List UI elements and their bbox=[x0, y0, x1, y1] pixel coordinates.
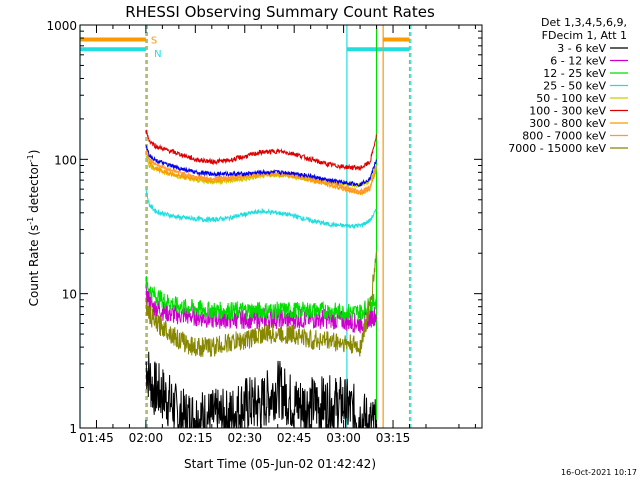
series-line-0 bbox=[145, 351, 377, 429]
legend-label-7: 800 - 7000 keV bbox=[522, 130, 606, 143]
x-tick-label-4: 02:45 bbox=[277, 431, 312, 445]
bar-label-1: N bbox=[154, 49, 161, 60]
x-axis-label: Start Time (05-Jun-02 01:42:42) bbox=[184, 457, 376, 471]
y-axis-label-mid: detector bbox=[27, 162, 41, 217]
y-axis-label-sup1: -1 bbox=[26, 217, 35, 225]
bar-label-0: S bbox=[151, 35, 157, 46]
x-tick-label-6: 03:15 bbox=[376, 431, 411, 445]
legend-label-8: 7000 - 15000 keV bbox=[508, 142, 606, 155]
y-tick-label-2: 100 bbox=[54, 153, 77, 167]
legend-header-line-2: FDecim 1, Att 1 bbox=[542, 29, 627, 42]
generation-timestamp: 16-Oct-2021 10:17 bbox=[561, 468, 637, 477]
series-line-6 bbox=[145, 151, 377, 197]
legend-label-5: 100 - 300 keV bbox=[529, 105, 606, 118]
y-axis-label-sup2: -1 bbox=[26, 154, 35, 162]
series-line-8 bbox=[145, 251, 377, 358]
x-tick-label-2: 02:15 bbox=[178, 431, 213, 445]
y-axis-label: Count Rate (s-1 detector-1) bbox=[26, 150, 41, 307]
chart-title: RHESSI Observing Summary Count Rates bbox=[125, 3, 435, 21]
y-axis-label-main: Count Rate (s bbox=[27, 225, 41, 307]
x-axis-ticks: 01:45 02:00 02:15 02:30 02:45 03:00 03:15 bbox=[79, 25, 476, 445]
x-tick-label-5: 03:00 bbox=[326, 431, 361, 445]
legend-label-0: 3 - 6 keV bbox=[557, 42, 606, 55]
series-line-3 bbox=[145, 188, 377, 230]
series-line-2 bbox=[145, 276, 377, 321]
legend: Det 1,3,4,5,6,9, FDecim 1, Att 1 3 - 6 k… bbox=[508, 16, 628, 155]
series-line-5 bbox=[145, 129, 377, 172]
plot-area: SN bbox=[79, 24, 483, 429]
legend-label-1: 6 - 12 keV bbox=[550, 55, 606, 68]
legend-label-3: 25 - 50 keV bbox=[543, 80, 606, 93]
y-axis-ticks: 1 10 100 1000 bbox=[46, 19, 482, 436]
legend-label-2: 12 - 25 keV bbox=[543, 67, 606, 80]
y-tick-label-1: 10 bbox=[62, 288, 77, 302]
y-tick-label-0: 1 bbox=[69, 422, 77, 436]
x-tick-label-1: 02:00 bbox=[129, 431, 164, 445]
legend-header-line-1: Det 1,3,4,5,6,9, bbox=[541, 16, 627, 29]
series-line-blue bbox=[145, 144, 377, 188]
y-tick-label-3: 1000 bbox=[46, 19, 77, 33]
x-tick-label-3: 02:30 bbox=[227, 431, 262, 445]
legend-label-4: 50 - 100 keV bbox=[536, 92, 606, 105]
plot-frame bbox=[79, 24, 483, 429]
y-axis-label-end: ) bbox=[27, 150, 41, 155]
x-tick-label-0: 01:45 bbox=[79, 431, 114, 445]
legend-label-6: 300 - 800 keV bbox=[529, 117, 606, 130]
